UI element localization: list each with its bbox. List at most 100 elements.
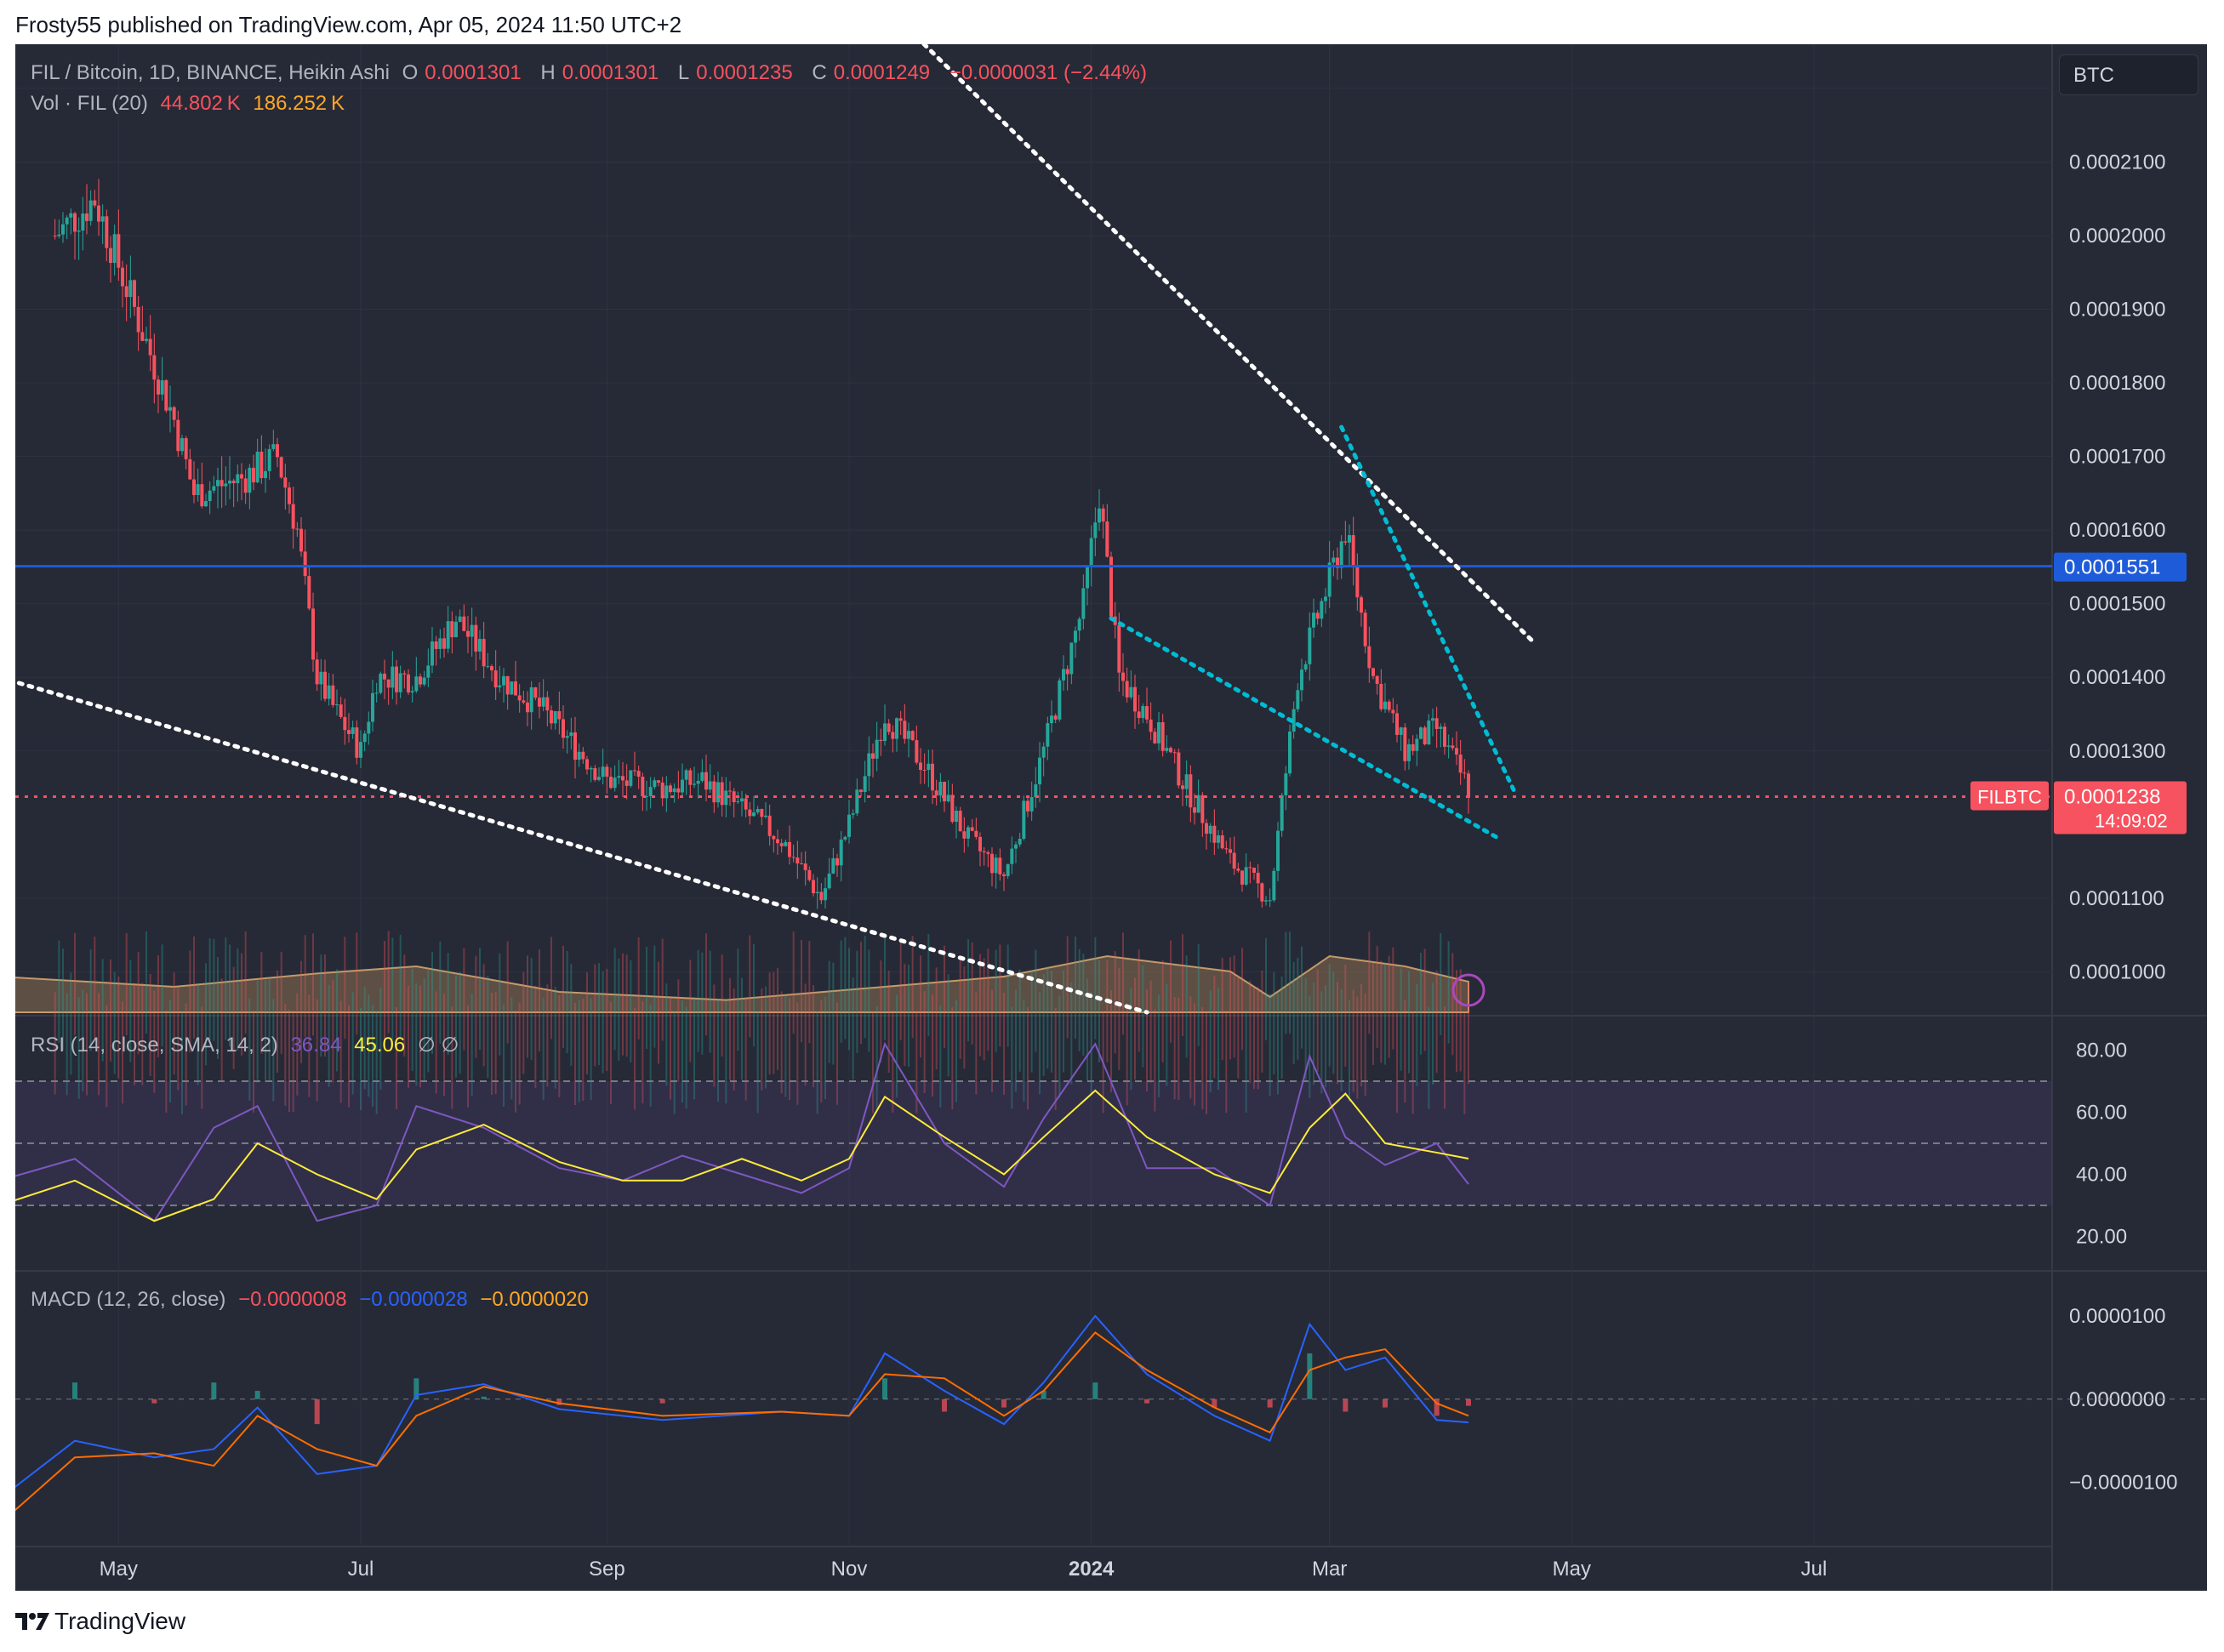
volume-bar: [1456, 970, 1457, 1073]
volume-bar: [141, 983, 144, 1085]
volume-bar: [590, 998, 592, 1101]
volume-bar: [1447, 941, 1450, 1044]
volume-bar: [1249, 981, 1252, 1084]
ohlc-high: H 0.0001301: [540, 61, 659, 84]
volume-bar: [1075, 937, 1076, 1040]
macd-label[interactable]: MACD (12, 26, close): [31, 1288, 226, 1311]
volume-bar: [1444, 1006, 1446, 1109]
volume-bar: [649, 1004, 652, 1107]
symbol-tag: [1970, 781, 2049, 811]
candle-body: [1423, 727, 1427, 744]
macd-histogram-bar: [72, 1382, 77, 1399]
candle-body: [419, 676, 422, 685]
candle-body: [843, 836, 847, 840]
candle-body: [343, 716, 347, 731]
volume-bar: [439, 941, 442, 1044]
candle-body: [367, 721, 371, 734]
volume-bar: [566, 950, 568, 1053]
volume-bar: [253, 1010, 254, 1113]
macd-histogram-bar: [1267, 1399, 1273, 1408]
candle-body: [931, 763, 934, 791]
volume-bar: [1309, 995, 1311, 1098]
candle-body: [1010, 848, 1014, 864]
volume-bar: [1344, 964, 1347, 1067]
candle-body: [160, 379, 164, 395]
ohlc-close: C 0.0001249: [812, 61, 931, 84]
candle-body: [740, 798, 744, 802]
candle-body: [383, 673, 386, 680]
volume-bar: [1297, 957, 1299, 1060]
volume-bar: [117, 976, 120, 1079]
candle-body: [291, 504, 295, 529]
candle-body: [565, 736, 569, 738]
volume-bar: [415, 983, 418, 1086]
volume-bar: [658, 961, 659, 1064]
volume-bar: [208, 938, 211, 1041]
macd-histogram-bar: [254, 1390, 260, 1399]
price-tick-label: 0.0001300: [2069, 740, 2165, 763]
volume-bar: [1082, 954, 1085, 1057]
candle-body: [434, 641, 438, 649]
volume-bar: [1213, 976, 1216, 1079]
volume-label[interactable]: Vol · FIL (20): [31, 92, 148, 115]
volume-bar: [1440, 932, 1442, 1035]
candle-body: [784, 841, 788, 846]
volume-bar: [229, 944, 231, 1047]
candle-body: [569, 732, 573, 737]
volume-bar: [1459, 969, 1462, 1072]
chart-canvas[interactable]: 0.00022000.00021000.00020000.00019000.00…: [15, 44, 2207, 1591]
volume-bar: [709, 950, 711, 1053]
footer-brand[interactable]: TradingView: [15, 1608, 185, 1635]
volume-bar: [105, 1005, 108, 1108]
candle-body: [267, 448, 271, 471]
candle-body: [744, 798, 748, 810]
macd-tick-label: −0.0000100: [2069, 1472, 2177, 1495]
symbol-label[interactable]: FIL / Bitcoin, 1D, BINANCE, Heikin Ashi: [31, 61, 390, 84]
chart-area[interactable]: 0.00022000.00021000.00020000.00019000.00…: [15, 44, 2207, 1591]
candle-body: [1391, 709, 1395, 714]
candle-body: [1315, 612, 1320, 619]
volume-bar: [1328, 964, 1331, 1067]
volume-bar: [1158, 994, 1160, 1097]
candle-body: [764, 815, 767, 817]
candle-body: [562, 719, 565, 738]
volume-bar: [527, 955, 528, 1058]
volume-bar: [987, 948, 989, 1051]
candle-body: [1407, 743, 1411, 761]
volume-bar: [729, 977, 731, 1080]
candle-body: [164, 379, 168, 411]
candle-body: [279, 457, 283, 478]
candle-body: [998, 857, 1002, 874]
volume-bar: [435, 991, 437, 1094]
volume-bar: [923, 990, 926, 1093]
volume-bar: [423, 978, 425, 1081]
candle-body: [1038, 757, 1041, 785]
candle-body: [124, 286, 128, 298]
volume-bar: [1134, 977, 1136, 1080]
candle-body: [529, 686, 533, 713]
volume-bar: [1063, 970, 1064, 1073]
rsi-label[interactable]: RSI (14, close, SMA, 14, 2): [31, 1034, 278, 1057]
candle-body: [1336, 557, 1339, 568]
candle-body: [1077, 618, 1081, 631]
macd-series-line: [15, 1331, 1469, 1512]
candle-body: [1379, 683, 1383, 709]
candle-body: [1463, 772, 1467, 774]
macd-line-value: −0.0000028: [359, 1288, 468, 1311]
candle-body: [97, 205, 100, 222]
volume-bar: [887, 971, 890, 1074]
candle-body: [493, 670, 498, 688]
candle-body: [875, 739, 879, 759]
candle-body: [1443, 726, 1446, 747]
candle-body: [1411, 743, 1415, 751]
candle-body: [105, 216, 109, 248]
volume-bar: [213, 938, 215, 1041]
candle-body: [1403, 727, 1407, 761]
candle-body: [915, 740, 919, 763]
currency-badge[interactable]: BTC: [2059, 54, 2198, 95]
candle-body: [827, 873, 831, 889]
volume-bar: [1197, 943, 1200, 1046]
volume-bar: [637, 937, 640, 1040]
candle-body: [502, 675, 505, 686]
candle-body: [891, 732, 895, 739]
